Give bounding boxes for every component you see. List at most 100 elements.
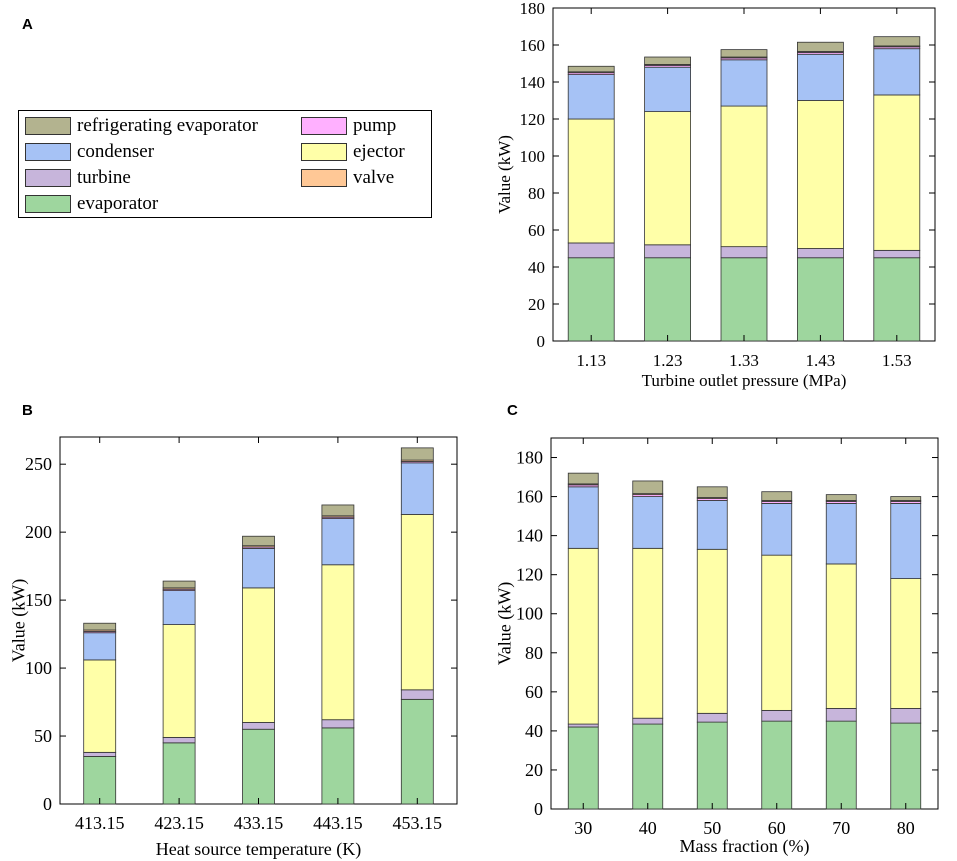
legend-item-ejector: ejector	[301, 141, 405, 163]
bar-segment-refrigerating-evaporator	[720, 49, 768, 58]
bar-segment-condenser	[696, 500, 728, 550]
bar-segment-ejector	[797, 100, 844, 249]
bar-segment-turbine	[321, 719, 355, 729]
legend-swatch	[25, 143, 71, 161]
x-tick-label: 30	[574, 818, 592, 838]
y-tick-label: 80	[528, 184, 545, 203]
legend-label: turbine	[77, 167, 131, 188]
y-tick-label: 0	[537, 332, 546, 351]
x-axis-label: Turbine outlet pressure (MPa)	[642, 371, 847, 390]
bar-segment-condenser	[720, 59, 768, 107]
chart-legend: refrigerating evaporator pump condenser …	[18, 110, 432, 218]
bar-segment-evaporator	[890, 722, 922, 810]
bar-segment-ejector	[83, 659, 117, 753]
bar-segment-ejector	[400, 514, 434, 691]
y-tick-label: 120	[516, 565, 543, 585]
bar-segment-evaporator	[825, 720, 857, 810]
legend-label: refrigerating evaporator	[77, 115, 258, 136]
legend-label: evaporator	[77, 193, 159, 214]
bar-segment-condenser	[632, 496, 664, 549]
legend-label: condenser	[77, 141, 155, 162]
x-tick-label: 1.33	[729, 351, 759, 370]
bar-segment-refrigerating-evaporator	[797, 41, 844, 52]
bar-segment-ejector	[242, 587, 275, 723]
bar-segment-evaporator	[696, 721, 728, 810]
x-tick-label: 70	[832, 818, 850, 838]
bar-segment-refrigerating-evaporator	[890, 496, 922, 501]
bar-segment-evaporator	[83, 756, 117, 805]
bar-segment-turbine	[632, 717, 664, 725]
legend-item-condenser: condenser	[25, 141, 154, 163]
bar-segment-evaporator	[400, 698, 434, 805]
bar-segment-evaporator	[873, 257, 921, 342]
x-axis-label: Heat source temperature (K)	[156, 839, 361, 860]
x-tick-label: 60	[768, 818, 786, 838]
bar-segment-evaporator	[242, 728, 275, 805]
y-tick-label: 250	[25, 454, 52, 474]
y-tick-label: 100	[516, 604, 543, 624]
bar-segment-ejector	[696, 548, 728, 714]
bar-segment-evaporator	[720, 257, 768, 342]
bar-segment-refrigerating-evaporator	[242, 535, 275, 547]
bar-segment-evaporator	[632, 723, 664, 810]
bar-segment-turbine	[890, 708, 922, 724]
bar-segment-turbine	[242, 722, 275, 730]
legend-swatch	[301, 117, 347, 135]
bar-segment-ejector	[321, 564, 355, 721]
bar-segment-turbine	[873, 249, 921, 259]
y-tick-label: 40	[525, 721, 543, 741]
bar-segment-refrigerating-evaporator	[567, 472, 599, 485]
y-tick-label: 150	[25, 590, 52, 610]
x-axis-label: Mass fraction (%)	[680, 836, 810, 857]
chart-c: 0 20 40 60 80 100 120 140 160 180 30 40 50 60 70 80 Mass…	[494, 437, 939, 857]
bar-segment-condenser	[400, 462, 434, 515]
x-tick-label: 1.43	[806, 351, 836, 370]
y-tick-label: 140	[516, 526, 543, 546]
bar-segment-refrigerating-evaporator	[400, 447, 434, 461]
bar-segment-turbine	[644, 244, 691, 259]
y-tick-label: 100	[25, 658, 52, 678]
bar-segment-ejector	[873, 94, 921, 251]
x-tick-label: 1.23	[653, 351, 683, 370]
legend-item-evaporator: evaporator	[25, 193, 158, 215]
legend-swatch	[25, 169, 71, 187]
bar-segment-refrigerating-evaporator	[873, 36, 921, 47]
plot-frame	[550, 437, 939, 810]
x-tick-label: 50	[703, 818, 721, 838]
legend-swatch	[301, 143, 347, 161]
bar-segment-evaporator	[644, 257, 691, 342]
x-tick-label: 1.13	[576, 351, 606, 370]
bar-segment-turbine	[567, 242, 615, 259]
y-tick-label: 80	[525, 643, 543, 663]
bar-segment-turbine	[567, 723, 599, 728]
bar-segment-ejector	[632, 547, 664, 719]
bar-segment-condenser	[873, 48, 921, 96]
bar-segment-turbine	[720, 246, 768, 259]
legend-item-refrigerating-evaporator: refrigerating evaporator	[25, 115, 258, 137]
bar-segment-evaporator	[797, 257, 844, 342]
y-tick-label: 160	[516, 487, 543, 507]
x-tick-label: 1.53	[882, 351, 912, 370]
x-tick-label: 453.15	[393, 813, 443, 833]
panel-label-b: B	[22, 402, 33, 419]
legend-label: valve	[353, 167, 395, 188]
x-tick-label: 433.15	[234, 813, 284, 833]
legend-item-turbine: turbine	[25, 167, 131, 189]
legend-label: pump	[353, 115, 397, 136]
y-tick-label: 200	[25, 522, 52, 542]
bar-segment-turbine	[162, 736, 196, 744]
bar-segment-turbine	[761, 709, 793, 722]
y-tick-label: 120	[520, 110, 546, 129]
bar-segment-evaporator	[567, 726, 599, 810]
bar-segment-turbine	[797, 248, 844, 259]
bar-segment-refrigerating-evaporator	[632, 480, 664, 495]
y-tick-label: 0	[43, 794, 52, 814]
bar-segment-condenser	[162, 590, 196, 625]
y-tick-label: 140	[520, 73, 546, 92]
x-tick-label: 80	[897, 818, 915, 838]
bar-segment-evaporator	[162, 742, 196, 805]
bar-segment-turbine	[696, 712, 728, 723]
y-tick-label: 60	[528, 221, 545, 240]
bar-segment-condenser	[890, 503, 922, 579]
